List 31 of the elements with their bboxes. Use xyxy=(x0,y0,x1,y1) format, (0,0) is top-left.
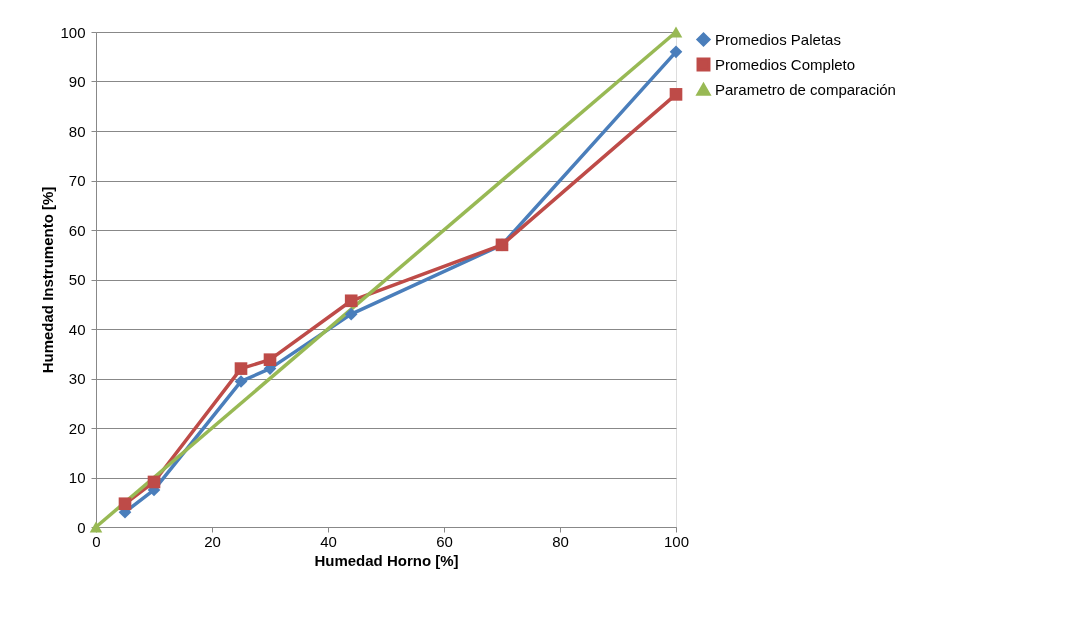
legend-label: Promedios Completo xyxy=(715,55,856,73)
x-tick-label: 40 xyxy=(320,532,337,550)
point xyxy=(147,475,161,489)
point xyxy=(234,375,248,388)
y-axis-title: Humedad Instrumento [%] xyxy=(39,186,57,374)
y-tick-label: 70 xyxy=(68,172,86,189)
y-tick-label: 80 xyxy=(68,122,86,140)
point xyxy=(344,294,358,308)
y-tick-label: 100 xyxy=(60,23,86,41)
x-tick-label: 0 xyxy=(92,532,101,550)
x-tick-label: 20 xyxy=(204,532,221,550)
y-tick-label: 90 xyxy=(68,73,86,90)
y-tick-label: 30 xyxy=(68,370,86,387)
point xyxy=(669,45,683,59)
legend-label: Promedios Paletas xyxy=(715,30,841,48)
x-tick-label: 100 xyxy=(663,532,690,550)
point xyxy=(669,88,683,101)
x-axis-title: Humedad Horno [%] xyxy=(314,551,459,569)
x-tick-label: 80 xyxy=(552,532,569,550)
point xyxy=(118,497,132,511)
point xyxy=(234,362,248,375)
y-tick-label: 50 xyxy=(68,271,86,288)
y-tick-label: 20 xyxy=(68,419,86,437)
y-tick-label: 0 xyxy=(77,518,86,536)
point xyxy=(344,307,358,321)
x-tick-label: 60 xyxy=(436,532,453,550)
point xyxy=(263,353,277,367)
y-tick-label: 40 xyxy=(68,320,86,338)
y-tick-label: 60 xyxy=(68,221,86,239)
legend-label: Parametro de comparación xyxy=(715,80,896,98)
y-tick-label: 10 xyxy=(68,469,86,486)
